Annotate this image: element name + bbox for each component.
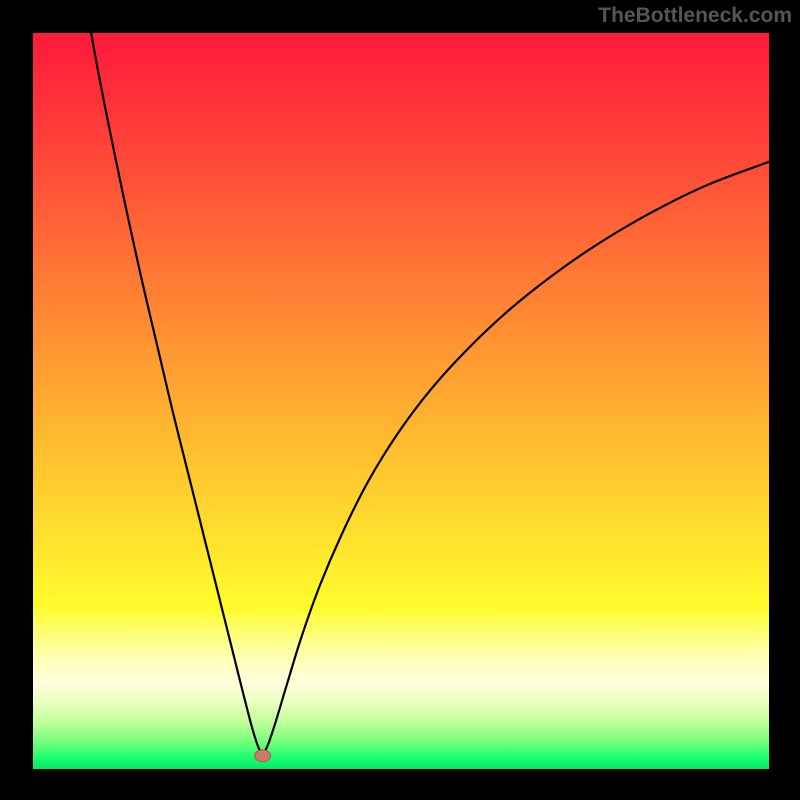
curve-left-branch [85,33,263,756]
watermark-text: TheBottleneck.com [598,4,792,28]
chart-frame: TheBottleneck.com [0,0,800,800]
curve-right-branch [263,162,769,756]
curve-layer [33,33,769,769]
plot-area [33,33,769,769]
minimum-marker [255,750,271,762]
